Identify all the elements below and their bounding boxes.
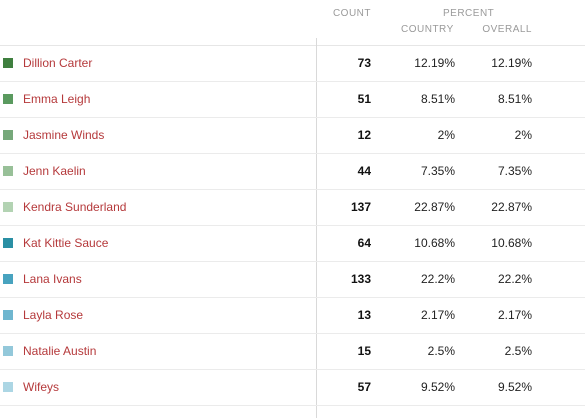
count-value: 57 [357,380,371,394]
percent-country-value: 2% [437,128,455,142]
count-value: 13 [357,308,371,322]
performer-link[interactable]: Wifeys [23,380,59,394]
count-value: 73 [357,56,371,70]
count-value: 15 [357,344,371,358]
table-row: Jenn Kaelin 44 7.35% 7.35% [0,153,585,190]
count-value: 64 [357,236,371,250]
count-value: 44 [357,164,371,178]
percent-overall-value: 12.19% [491,56,532,70]
percent-overall-value: 10.68% [491,236,532,250]
table-row: Dillion Carter 73 12.19% 12.19% [0,45,585,82]
percent-overall-value: 2% [514,128,532,142]
percent-country-value: 22.87% [414,200,455,214]
performer-link[interactable]: Emma Leigh [23,92,91,106]
color-swatch [3,310,13,320]
percent-overall-value: 22.2% [497,272,532,286]
percent-country-value: 12.19% [414,56,455,70]
table-row: Layla Rose 13 2.17% 2.17% [0,297,585,334]
color-swatch [3,346,13,356]
count-header: COUNT [332,8,371,19]
color-swatch [3,382,13,392]
performer-link[interactable]: Kat Kittie Sauce [23,236,109,250]
percent-country-value: 10.68% [414,236,455,250]
percent-country-value: 7.35% [420,164,455,178]
percent-overall-value: 22.87% [491,200,532,214]
performer-link[interactable]: Layla Rose [23,308,84,322]
color-swatch [3,130,13,140]
count-value: 137 [350,200,371,214]
country-header: COUNTRY [401,24,454,35]
count-value: 51 [357,92,371,106]
percent-country-value: 2.5% [427,344,455,358]
color-swatch [3,94,13,104]
table-row: Jasmine Winds 12 2% 2% [0,117,585,154]
table-row: Lana Ivans 133 22.2% 22.2% [0,261,585,298]
percent-overall-value: 8.51% [497,92,532,106]
count-value: 133 [350,272,371,286]
table-row: Natalie Austin 15 2.5% 2.5% [0,333,585,370]
percent-overall-value: 2.5% [504,344,532,358]
color-swatch [3,58,13,68]
table-row: Emma Leigh 51 8.51% 8.51% [0,81,585,118]
color-swatch [3,274,13,284]
color-swatch [3,166,13,176]
performer-link[interactable]: Jasmine Winds [23,128,105,142]
percent-country-value: 22.2% [420,272,455,286]
percent-country-value: 2.17% [420,308,455,322]
performer-link[interactable]: Jenn Kaelin [23,164,86,178]
color-swatch [3,238,13,248]
performer-link[interactable]: Natalie Austin [23,344,97,358]
performer-link[interactable]: Kendra Sunderland [23,200,127,214]
percent-header: PERCENT [443,8,495,19]
table-row: Kat Kittie Sauce 64 10.68% 10.68% [0,225,585,262]
percent-overall-value: 2.17% [497,308,532,322]
percent-overall-value: 9.52% [497,380,532,394]
percent-country-value: 9.52% [420,380,455,394]
column-divider [316,38,317,418]
percent-country-value: 8.51% [420,92,455,106]
count-value: 12 [357,128,371,142]
table-row: Kendra Sunderland 137 22.87% 22.87% [0,189,585,226]
percent-overall-value: 7.35% [497,164,532,178]
performer-link[interactable]: Lana Ivans [23,272,82,286]
color-swatch [3,202,13,212]
overall-header: OVERALL [482,24,532,35]
performer-link[interactable]: Dillion Carter [23,56,93,70]
table-header: COUNT PERCENT COUNTRY OVERALL [0,0,585,46]
table-row: Wifeys 57 9.52% 9.52% [0,369,585,406]
